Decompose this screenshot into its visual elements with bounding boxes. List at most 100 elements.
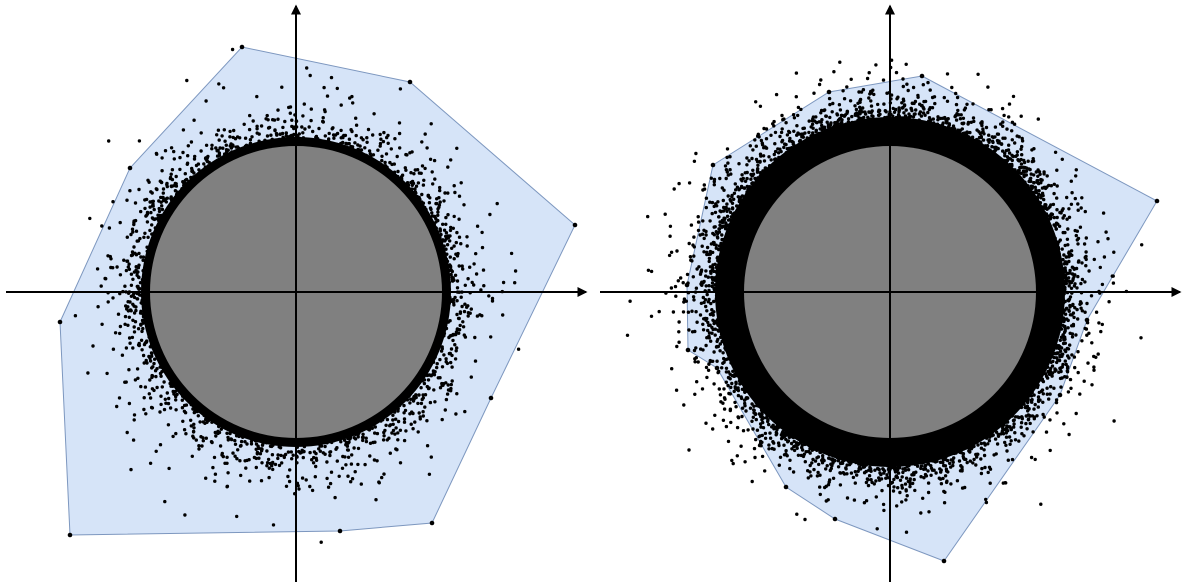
scatter-point: [1076, 242, 1080, 246]
scatter-point: [1079, 206, 1083, 210]
scatter-point: [418, 415, 422, 419]
scatter-point: [202, 162, 206, 166]
scatter-point: [816, 470, 820, 475]
scatter-point: [376, 148, 380, 152]
scatter-point: [784, 121, 788, 125]
scatter-point: [913, 462, 917, 466]
scatter-point: [1009, 439, 1013, 443]
scatter-point: [958, 117, 963, 121]
scatter-point: [939, 482, 944, 486]
scatter-point: [281, 125, 285, 130]
scatter-point: [704, 304, 708, 309]
scatter-point: [423, 393, 428, 397]
scatter-point: [314, 134, 319, 139]
scatter-point: [694, 346, 698, 350]
scatter-point: [136, 327, 141, 331]
scatter-point: [325, 476, 329, 481]
scatter-point: [984, 500, 989, 505]
scatter-point: [413, 168, 417, 172]
scatter-point: [251, 119, 255, 123]
scatter-point: [1021, 398, 1026, 402]
scatter-point: [1045, 214, 1049, 218]
scatter-point: [132, 325, 136, 329]
scatter-point: [841, 471, 845, 475]
scatter-point: [800, 445, 804, 450]
scatter-point: [182, 428, 187, 432]
scatter-point: [1052, 386, 1056, 390]
scatter-point: [717, 227, 722, 231]
scatter-point: [327, 131, 331, 136]
scatter-point: [374, 498, 378, 502]
scatter-point: [718, 261, 722, 265]
scatter-point: [1064, 255, 1069, 259]
scatter-point: [987, 133, 991, 137]
scatter-point: [930, 106, 935, 110]
scatter-point: [337, 474, 341, 478]
scatter-point: [196, 414, 200, 418]
scatter-point: [876, 467, 880, 471]
scatter-point: [153, 226, 157, 230]
scatter-point: [721, 336, 726, 340]
scatter-point: [144, 260, 149, 265]
scatter-point: [164, 401, 168, 405]
scatter-point: [449, 158, 453, 162]
scatter-point: [811, 457, 815, 462]
scatter-point: [409, 171, 413, 175]
scatter-point: [1032, 147, 1036, 151]
scatter-point: [1080, 339, 1084, 343]
scatter-point: [457, 194, 462, 198]
scatter-point: [446, 165, 450, 169]
scatter-point: [145, 245, 149, 249]
scatter-point: [1055, 184, 1059, 188]
scatter-point: [221, 86, 226, 90]
scatter-point: [215, 149, 219, 153]
scatter-point: [212, 455, 217, 460]
scatter-point: [283, 119, 287, 124]
scatter-point: [954, 451, 958, 455]
scatter-point: [106, 300, 110, 304]
scatter-point: [131, 293, 135, 297]
scatter-point: [303, 127, 307, 131]
scatter-point: [1076, 317, 1080, 321]
scatter-point: [276, 453, 280, 457]
scatter-point: [1052, 336, 1057, 340]
scatter-point: [1083, 255, 1087, 260]
scatter-point: [1079, 281, 1083, 286]
scatter-point: [941, 476, 945, 481]
scatter-point: [927, 107, 931, 112]
scatter-point: [849, 471, 854, 475]
scatter-point: [727, 391, 731, 396]
scatter-point: [126, 323, 130, 327]
scatter-point: [392, 170, 397, 174]
scatter-point: [1058, 349, 1063, 353]
scatter-point: [1016, 158, 1020, 162]
scatter-point: [448, 265, 453, 269]
scatter-point: [1052, 191, 1056, 196]
scatter-point: [897, 466, 902, 470]
scatter-point: [754, 417, 758, 422]
scatter-point: [905, 494, 909, 498]
scatter-point: [697, 265, 701, 269]
scatter-point: [879, 472, 883, 477]
hull-vertex-point: [1057, 392, 1063, 398]
scatter-point: [692, 298, 696, 302]
scatter-point: [139, 255, 143, 259]
scatter-point: [791, 470, 796, 474]
scatter-point: [445, 268, 449, 273]
scatter-point: [443, 324, 447, 328]
scatter-point: [796, 144, 800, 149]
scatter-point: [446, 213, 450, 217]
scatter-point: [868, 465, 872, 469]
scatter-point: [1048, 448, 1052, 453]
scatter-point: [764, 146, 769, 150]
scatter-point: [469, 375, 473, 379]
scatter-point: [776, 421, 780, 426]
scatter-point: [425, 444, 430, 448]
scatter-point: [197, 447, 201, 451]
scatter-point: [356, 446, 361, 451]
scatter-point: [786, 439, 791, 443]
scatter-point: [239, 473, 243, 478]
scatter-point: [1065, 369, 1070, 373]
scatter-point: [457, 316, 461, 321]
scatter-point: [367, 149, 372, 153]
